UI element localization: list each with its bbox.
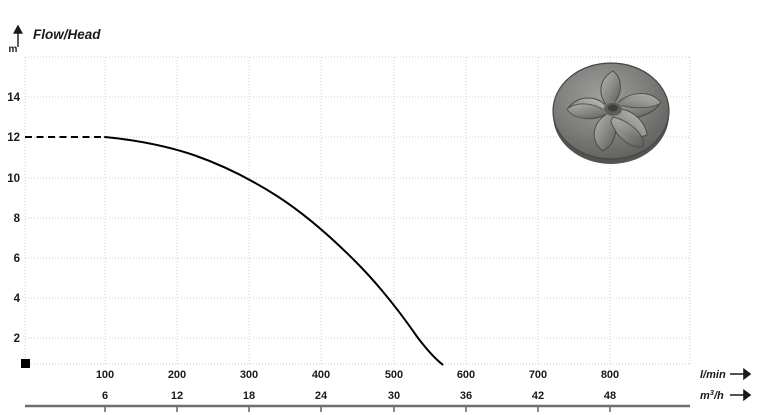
x-tick-label-lmin: 600 (457, 369, 475, 381)
y-tick-label: 6 (14, 253, 20, 265)
x-axis-lmin-unit-group: l/min (700, 367, 752, 381)
y-tick-label: 10 (7, 173, 20, 185)
x-axis-m3h-unit-group: m3/h (700, 388, 752, 402)
x-tick-label-m3h: 48 (604, 390, 616, 402)
y-axis-unit-label: m (9, 44, 18, 55)
grid-lines (24, 56, 691, 365)
x-tick-label-lmin: 200 (168, 369, 186, 381)
chart-title-group: Flow/Head (13, 24, 101, 47)
x-tick-label-m3h: 30 (388, 390, 400, 402)
y-tick-label: 4 (14, 293, 21, 305)
x-axis-lmin-arrow-icon (730, 367, 752, 381)
x-tick-label-lmin: 100 (96, 369, 114, 381)
x-tick-label-m3h: 6 (102, 390, 108, 402)
pump-impeller-photo (552, 62, 670, 164)
x-tick-label-lmin: 400 (312, 369, 330, 381)
x-axis-m3h-labels: 6 12 18 24 30 36 42 48 (102, 390, 616, 402)
x-tick-label-lmin: 500 (385, 369, 403, 381)
y-tick-labels: 14 12 10 8 6 4 2 (7, 92, 20, 345)
x-axis-lmin-labels: 100 200 300 400 500 600 700 800 (96, 369, 619, 381)
y-tick-label: 12 (7, 132, 20, 144)
x-axis-m3h-arrow-icon (730, 388, 752, 402)
head-curve-solid (104, 136, 444, 366)
x-axis-m3h-unit-label: m3/h (700, 388, 724, 402)
y-tick-label: 14 (7, 92, 20, 104)
y-tick-label: 2 (14, 333, 20, 345)
x-axis-lmin-unit-label: l/min (700, 369, 726, 381)
x-tick-label-m3h: 36 (460, 390, 472, 402)
x-tick-label-m3h: 12 (171, 390, 183, 402)
bottom-axis (25, 404, 690, 412)
x-tick-label-lmin: 700 (529, 369, 547, 381)
y-tick-label: 8 (14, 213, 21, 225)
x-tick-label-m3h: 18 (243, 390, 255, 402)
chart-title: Flow/Head (33, 27, 101, 42)
x-tick-label-m3h: 24 (315, 390, 328, 402)
x-tick-label-m3h: 42 (532, 390, 544, 402)
y-axis-arrow-icon (13, 24, 23, 47)
origin-square-marker (21, 359, 30, 368)
x-tick-label-lmin: 800 (601, 369, 619, 381)
x-tick-label-lmin: 300 (240, 369, 258, 381)
